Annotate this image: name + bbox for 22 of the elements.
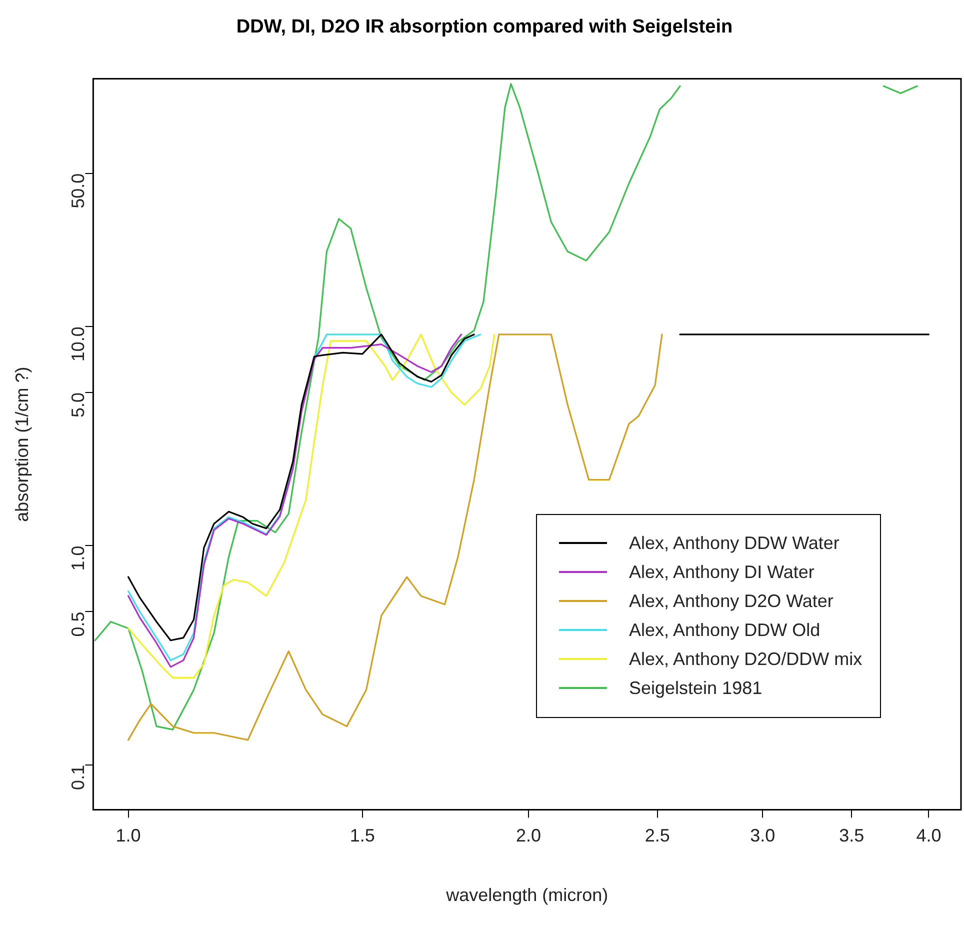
x-tick-label: 2.0	[516, 826, 542, 846]
x-tick-label: 3.5	[839, 826, 864, 846]
y-tick-label: 10.0	[68, 326, 88, 362]
y-axis-title: absorption (1/cm ?)	[12, 366, 32, 522]
y-tick-label: 5.0	[68, 392, 88, 418]
x-axis-title: wavelength (micron)	[445, 885, 608, 906]
y-tick-label: 50.0	[68, 173, 88, 208]
legend-label: Alex, Anthony DI Water	[629, 562, 814, 583]
legend-label: Seigelstein 1981	[629, 678, 762, 699]
legend-label: Alex, Anthony DDW Old	[629, 620, 820, 641]
y-tick-label: 1.0	[68, 546, 88, 571]
legend-label: Alex, Anthony D2O/DDW mix	[629, 648, 862, 670]
legend-label: Alex, Anthony D2O Water	[629, 590, 834, 612]
x-tick-label: 1.5	[350, 826, 375, 846]
chart-title: DDW, DI, D2O IR absorption compared with Seigelstein	[236, 16, 733, 38]
x-tick-label: 1.0	[116, 826, 141, 846]
y-tick-label: 0.5	[68, 612, 88, 637]
x-tick-label: 2.5	[644, 826, 670, 846]
y-tick-label: 0.1	[68, 764, 88, 790]
legend-label: Alex, Anthony DDW Water	[629, 532, 840, 554]
x-tick-label: 4.0	[916, 826, 942, 846]
x-tick-label: 3.0	[750, 826, 776, 846]
